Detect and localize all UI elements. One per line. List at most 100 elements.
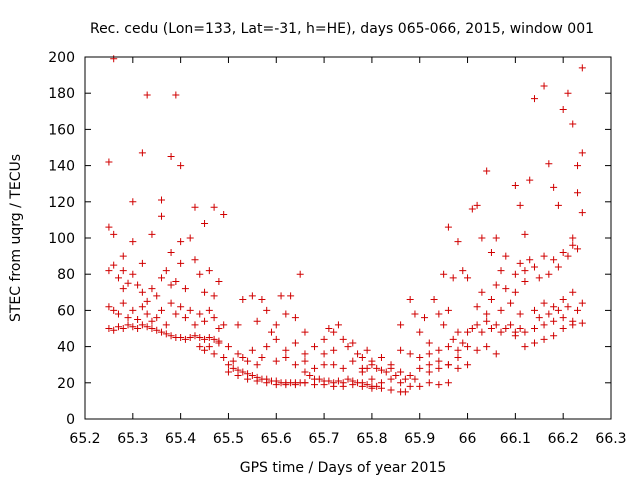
- data-point: [507, 321, 515, 329]
- data-point: [224, 361, 232, 369]
- data-point: [574, 306, 582, 314]
- data-point: [172, 277, 180, 285]
- data-point: [301, 379, 309, 387]
- data-point: [167, 299, 175, 307]
- data-point: [530, 263, 538, 271]
- data-point: [129, 198, 137, 206]
- data-point: [201, 317, 209, 325]
- data-point: [363, 381, 371, 389]
- data-point: [306, 372, 314, 380]
- data-point: [406, 296, 414, 304]
- data-point: [138, 321, 146, 329]
- data-point: [435, 357, 443, 365]
- data-point: [138, 303, 146, 311]
- data-point: [110, 306, 118, 314]
- data-point: [526, 176, 534, 184]
- data-point: [129, 270, 137, 278]
- data-point: [138, 149, 146, 157]
- data-point: [530, 339, 538, 347]
- data-point: [148, 317, 156, 325]
- data-point: [435, 346, 443, 354]
- data-point: [334, 321, 342, 329]
- data-point: [220, 321, 228, 329]
- data-point: [569, 120, 577, 128]
- data-point: [315, 375, 323, 383]
- data-point: [578, 299, 586, 307]
- data-point: [263, 343, 271, 351]
- data-point: [143, 91, 151, 99]
- data-point: [530, 95, 538, 103]
- data-point: [210, 203, 218, 211]
- data-point: [320, 335, 328, 343]
- data-point: [253, 317, 261, 325]
- data-point: [502, 252, 510, 260]
- y-tick-label: 200: [48, 50, 75, 66]
- plot-border: [84, 56, 612, 420]
- data-point: [387, 386, 395, 394]
- x-tick-label: 65.2: [69, 431, 100, 447]
- y-tick-label: 140: [48, 159, 75, 175]
- data-points: [105, 55, 586, 396]
- data-point: [282, 346, 290, 354]
- x-tick-label: 65.5: [213, 431, 244, 447]
- data-point: [554, 306, 562, 314]
- data-point: [473, 321, 481, 329]
- data-point: [181, 314, 189, 322]
- data-point: [349, 381, 357, 389]
- data-point: [483, 167, 491, 175]
- data-point: [382, 368, 390, 376]
- data-point: [574, 189, 582, 197]
- data-point: [339, 335, 347, 343]
- data-point: [507, 299, 515, 307]
- data-point: [550, 183, 558, 191]
- data-point: [291, 314, 299, 322]
- data-point: [205, 267, 213, 275]
- data-point: [105, 223, 113, 231]
- data-point: [387, 361, 395, 369]
- data-point: [521, 230, 529, 238]
- data-point: [492, 350, 500, 358]
- data-point: [181, 285, 189, 293]
- data-point: [330, 361, 338, 369]
- data-point: [263, 379, 271, 387]
- data-point: [401, 388, 409, 396]
- data-point: [468, 205, 476, 213]
- data-point: [526, 256, 534, 264]
- data-point: [134, 325, 142, 332]
- data-point: [545, 310, 553, 318]
- y-tick-label: 60: [57, 303, 75, 319]
- data-point: [454, 238, 462, 246]
- x-tick-label: 65.7: [309, 431, 340, 447]
- data-point: [196, 310, 204, 318]
- data-point: [521, 277, 529, 285]
- data-point: [220, 210, 228, 218]
- data-point: [440, 321, 448, 329]
- x-tick-label: 65.8: [356, 431, 387, 447]
- data-point: [167, 248, 175, 256]
- data-point: [215, 339, 223, 347]
- data-point: [248, 346, 256, 354]
- data-point: [244, 357, 252, 365]
- data-point: [158, 196, 166, 204]
- data-point: [358, 353, 366, 361]
- data-point: [459, 267, 467, 275]
- data-point: [444, 379, 452, 387]
- data-point: [425, 339, 433, 347]
- data-point: [358, 368, 366, 376]
- data-point: [272, 357, 280, 365]
- data-point: [540, 82, 548, 90]
- data-point: [124, 279, 132, 287]
- data-point: [473, 303, 481, 311]
- data-point: [502, 285, 510, 293]
- data-point: [134, 315, 142, 323]
- data-point: [153, 292, 161, 300]
- data-point: [224, 343, 232, 351]
- data-point: [459, 339, 467, 347]
- data-point: [239, 296, 247, 304]
- data-point: [564, 303, 572, 311]
- data-point: [478, 234, 486, 242]
- data-point: [425, 350, 433, 358]
- data-point: [205, 334, 213, 342]
